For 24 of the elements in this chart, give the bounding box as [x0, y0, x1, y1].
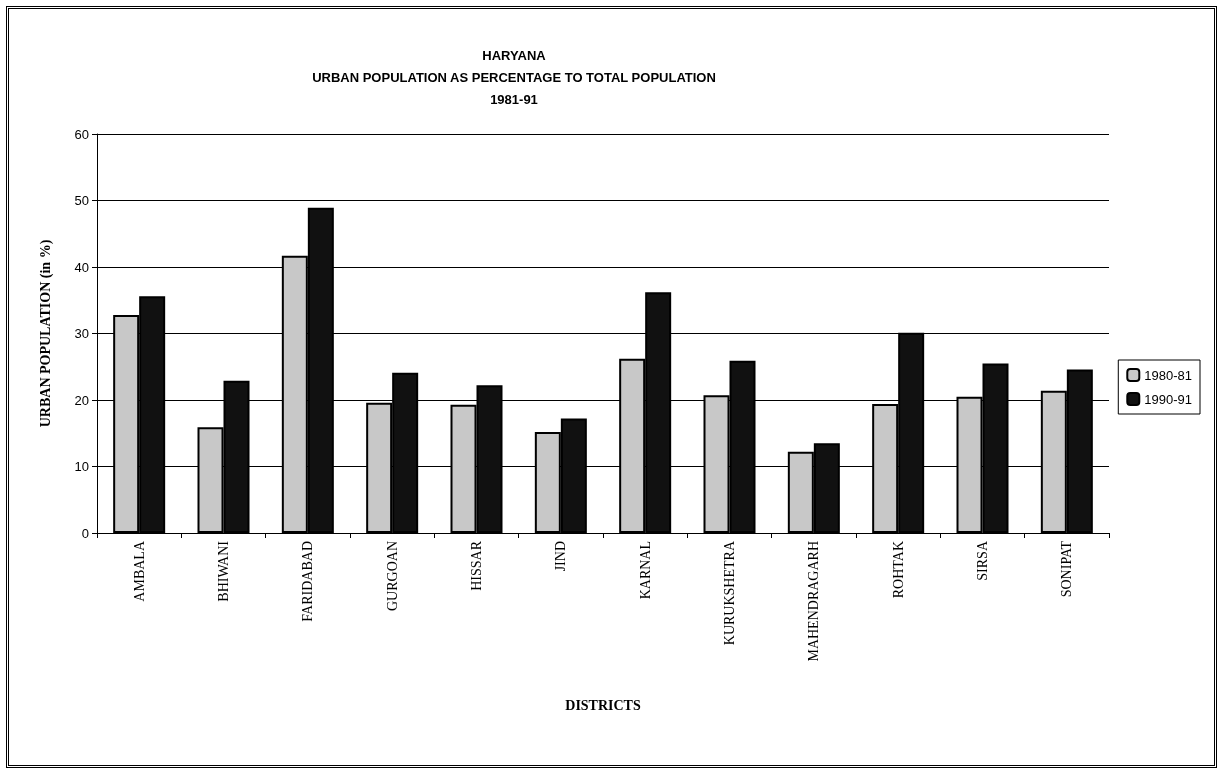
- x-tick-label: FARIDABAD: [300, 541, 316, 622]
- y-axis-title: URBAN POPULATION (in %): [37, 239, 54, 428]
- x-tick-label: BHIWANI: [216, 540, 231, 602]
- x-tick-label: ROHTAK: [890, 541, 906, 599]
- x-tick-label: SONIPAT: [1059, 540, 1075, 598]
- x-tick-label: KARNAL: [637, 541, 653, 600]
- y-tick-label: 40: [74, 259, 89, 275]
- x-tick-label: AMBALA: [131, 540, 147, 602]
- legend-label: 1980-81: [1144, 367, 1193, 383]
- x-tick-label: GURGOAN: [384, 541, 400, 611]
- x-tick-label: SIRSA: [975, 540, 990, 581]
- x-tick-label: MAHENDRAGARH: [806, 541, 822, 662]
- y-tick-label: 10: [74, 459, 89, 474]
- chart-title: HARYANA URBAN POPULATION AS PERCENTAGE TO TOTAL POPULATION 1981-91: [312, 47, 716, 107]
- x-tick-label: HISSAR: [469, 540, 484, 591]
- y-tick-label: 0: [81, 525, 89, 541]
- x-axis-title: DISTRICTS: [565, 697, 641, 713]
- x-tick-label: KURUKSHETRA: [722, 540, 737, 646]
- y-tick-label: 50: [74, 193, 89, 208]
- legend-label: 1990-91: [1144, 391, 1193, 407]
- y-tick-label: 20: [74, 392, 89, 408]
- x-tick-label: JIND: [553, 541, 569, 572]
- y-tick-label: 60: [74, 126, 89, 142]
- y-tick-label: 30: [74, 326, 89, 341]
